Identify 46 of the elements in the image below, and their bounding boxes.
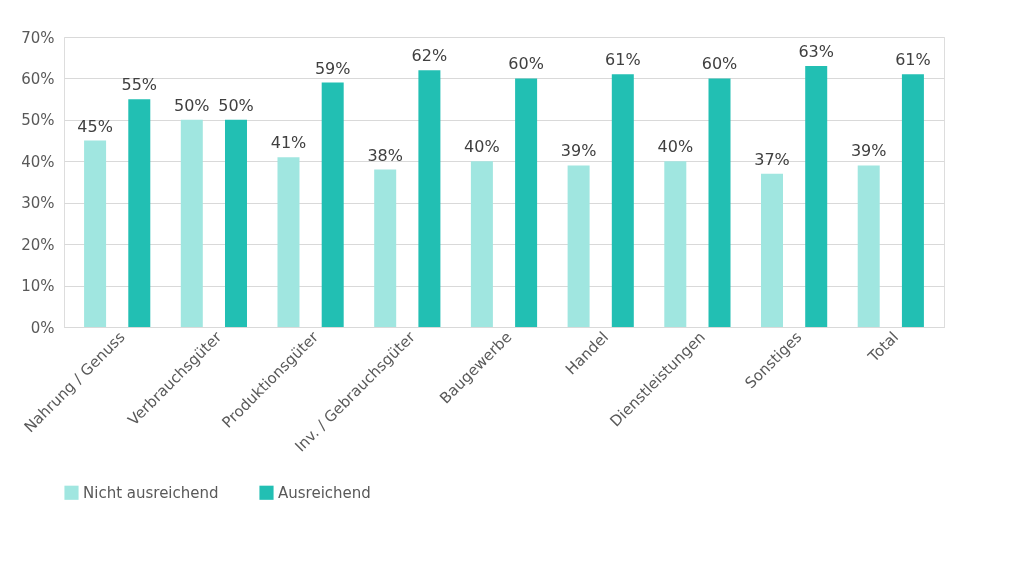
data-label: 40% <box>657 137 694 157</box>
data-label: 62% <box>411 46 448 66</box>
y-tick-label: 50% <box>21 111 55 130</box>
data-label: 39% <box>560 141 597 161</box>
data-label: 55% <box>121 75 158 95</box>
y-tick-label: 20% <box>21 235 55 254</box>
data-label: 40% <box>464 137 500 157</box>
bar <box>567 165 590 327</box>
bar <box>128 99 151 327</box>
bar <box>224 119 247 327</box>
data-label: 60% <box>701 54 738 74</box>
y-tick-label: 70% <box>21 28 55 47</box>
data-label: 38% <box>367 145 403 165</box>
data-label: 41% <box>270 133 307 153</box>
data-label: 60% <box>508 54 544 74</box>
bar <box>277 157 300 327</box>
bar <box>664 161 687 327</box>
bar <box>857 165 880 327</box>
legend-label: Ausreichend <box>278 483 371 502</box>
y-tick-label: 60% <box>21 69 55 88</box>
data-label: 50% <box>174 95 210 115</box>
data-label: 59% <box>314 58 351 78</box>
data-label: 61% <box>605 50 641 70</box>
bar <box>611 74 634 327</box>
y-tick-label: 30% <box>21 194 55 213</box>
data-label: 37% <box>754 149 790 169</box>
legend-label: Nicht ausreichend <box>83 483 219 502</box>
y-tick-label: 0% <box>30 318 55 337</box>
bar <box>901 74 924 327</box>
y-tick-label: 10% <box>21 277 55 296</box>
data-label: 61% <box>895 50 931 70</box>
data-label: 63% <box>798 42 834 61</box>
bar <box>805 66 828 327</box>
data-label: 45% <box>77 116 113 136</box>
bar <box>374 169 397 327</box>
bar <box>418 70 441 327</box>
bar <box>470 161 493 327</box>
y-tick-label: 40% <box>21 152 55 171</box>
bar <box>708 78 731 327</box>
data-label: 50% <box>218 95 254 115</box>
bar <box>761 173 784 327</box>
bar <box>321 82 344 327</box>
bar <box>180 119 203 327</box>
data-label: 39% <box>850 141 887 161</box>
bar <box>84 140 107 327</box>
bar <box>515 78 538 327</box>
